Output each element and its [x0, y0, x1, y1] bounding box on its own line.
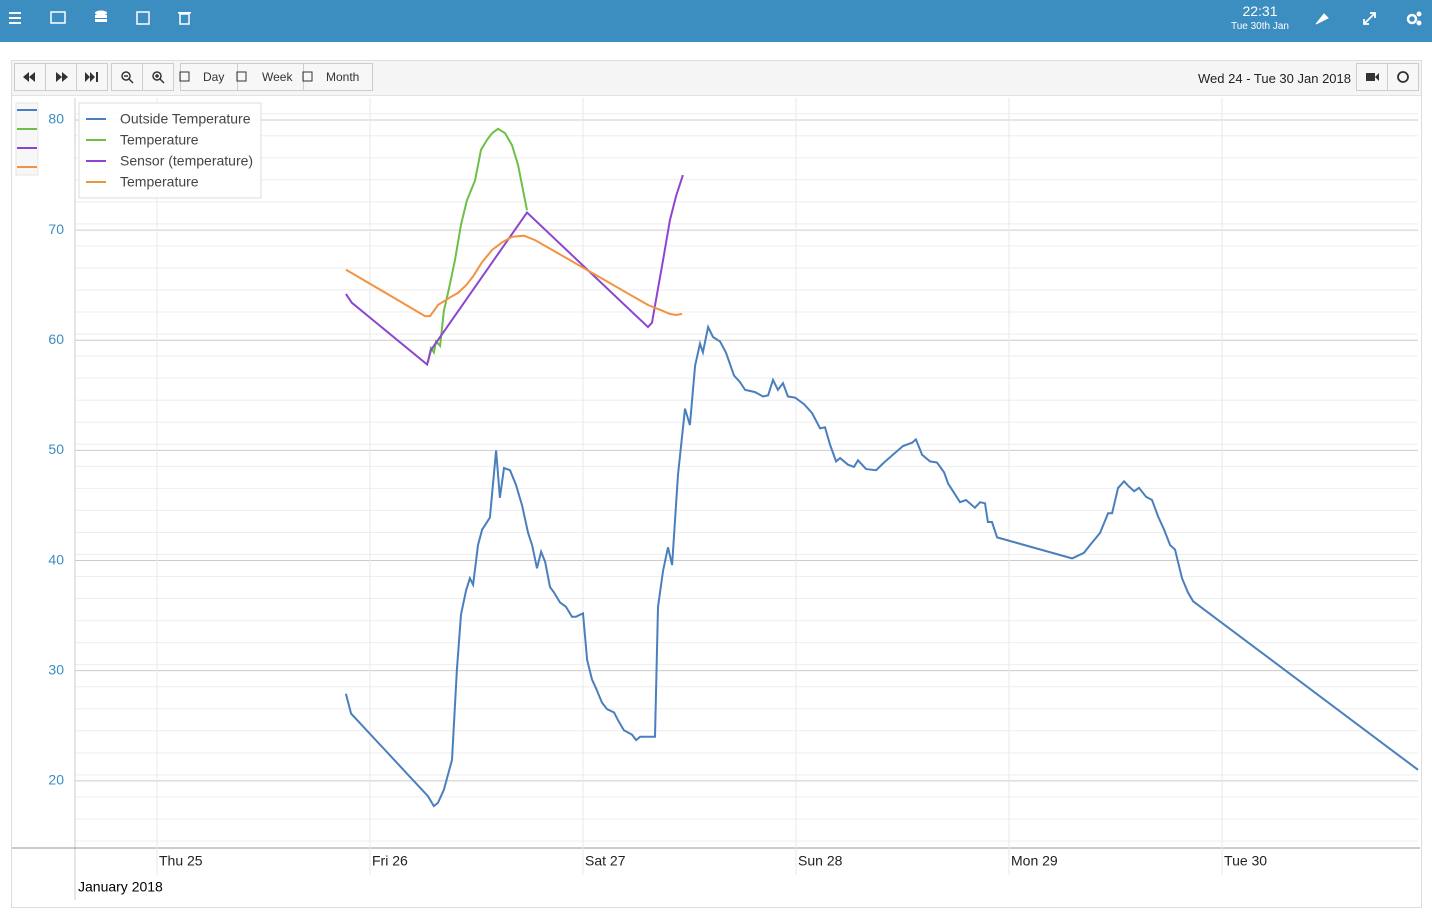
x-tick-label: Fri 26 [372, 853, 408, 869]
graph-panel: Day Week Month Wed 24 - Tue 30 Jan 2018 [11, 60, 1422, 908]
series-line [345, 174, 684, 367]
y-tick-label: 50 [48, 441, 64, 457]
y-tick-label: 20 [48, 772, 64, 788]
day-button[interactable]: Day [180, 63, 238, 91]
zoom-in-button[interactable] [142, 63, 174, 91]
x-tick-label: Tue 30 [1224, 853, 1267, 869]
series-line [345, 234, 683, 318]
legend-label: Outside Temperature [120, 111, 251, 127]
y-tick-label: 30 [48, 661, 64, 677]
zoom-out-button[interactable] [111, 63, 143, 91]
y-tick-label: 60 [48, 331, 64, 347]
database-icon[interactable] [95, 10, 107, 16]
x-axis-label: January 2018 [78, 879, 163, 895]
legend-label: Sensor (temperature) [120, 153, 253, 169]
settings-icon[interactable] [1406, 13, 1418, 25]
calendar-icon [179, 71, 190, 82]
date-range: Wed 24 - Tue 30 Jan 2018 [1198, 71, 1351, 86]
menu-icon[interactable] [9, 12, 21, 14]
legend-label: Temperature [120, 174, 199, 190]
legend-label: Temperature [120, 132, 199, 148]
fullscreen-icon[interactable] [1363, 12, 1376, 25]
delete-icon[interactable] [179, 13, 190, 25]
clock-date: Tue 30th Jan [1230, 21, 1289, 32]
plug-icon[interactable] [1315, 13, 1329, 25]
end-button[interactable] [76, 63, 108, 91]
rewind-button[interactable] [14, 63, 46, 91]
list-icon[interactable] [50, 11, 66, 24]
refresh-button[interactable] [1387, 63, 1419, 91]
month-button[interactable]: Month [303, 63, 373, 91]
x-tick-label: Sun 28 [798, 853, 843, 869]
y-tick-label: 40 [48, 551, 64, 567]
calendar-icon [302, 71, 313, 82]
clock: 22:31 Tue 30th Jan [1220, 3, 1300, 32]
x-tick-label: Mon 29 [1011, 853, 1058, 869]
legend-box [78, 102, 262, 199]
nav-icons [9, 10, 191, 25]
side-legend [15, 102, 39, 176]
right-icons [1315, 11, 1422, 26]
x-tick-label: Thu 25 [159, 853, 203, 869]
clock-time: 22:31 [1242, 3, 1278, 19]
calendar-icon [236, 71, 247, 82]
x-tick-label: Sat 27 [585, 853, 626, 869]
series-line [344, 324, 1419, 808]
forward-button[interactable] [45, 63, 77, 91]
save-icon[interactable] [136, 11, 150, 25]
y-tick-label: 70 [48, 221, 64, 237]
top-bar: 22:31 Tue 30th Jan [0, 0, 1432, 42]
y-tick-label: 80 [48, 111, 64, 127]
toolbar: Day Week Month Wed 24 - Tue 30 Jan 2018 [12, 61, 1421, 96]
